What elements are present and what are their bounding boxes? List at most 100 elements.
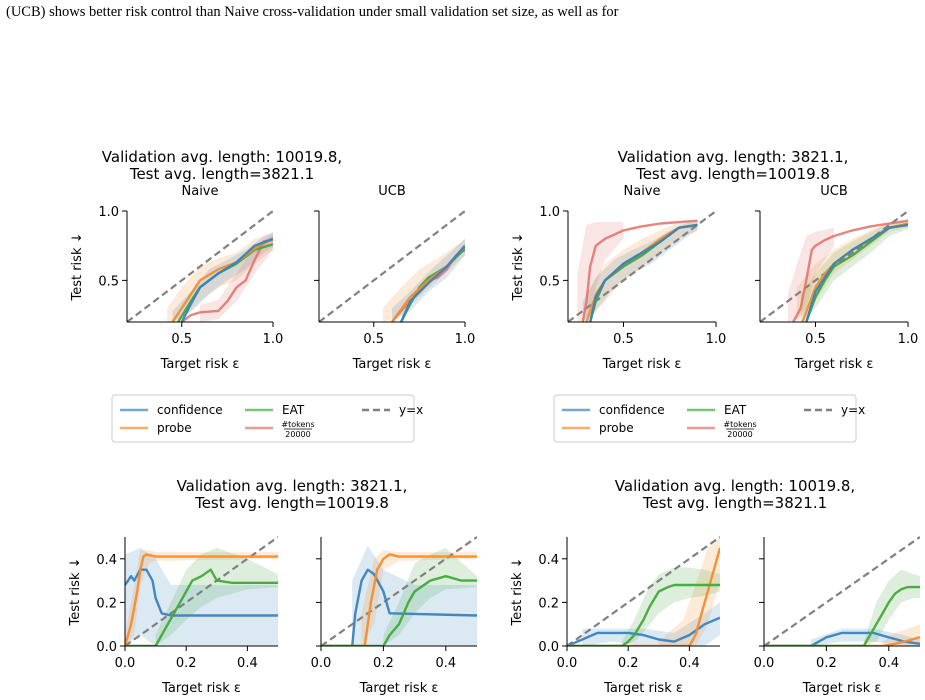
y-axis-label: Test risk ↓ bbox=[68, 557, 83, 626]
diagonal-yx-line bbox=[127, 210, 273, 322]
legend-frame bbox=[553, 394, 857, 443]
legend-label-eat: EAT bbox=[724, 403, 747, 417]
plot-area bbox=[764, 536, 920, 646]
chart-title-line-1: Validation avg. length: 10019.8, bbox=[615, 477, 855, 495]
band-eat bbox=[800, 220, 908, 322]
x-tick-label: 0.4 bbox=[679, 656, 700, 671]
series-line-eat bbox=[567, 583, 720, 646]
chart-title-line-1: Validation avg. length: 3821.1, bbox=[618, 148, 849, 166]
legend-label-yx: y=x bbox=[399, 403, 423, 417]
y-tick-label: 0.2 bbox=[538, 596, 559, 611]
x-tick-label: 1.0 bbox=[455, 332, 476, 347]
legend-label-eat: EAT bbox=[282, 403, 305, 417]
chart-title-line-1: Validation avg. length: 3821.1, bbox=[177, 477, 408, 495]
x-axis-label: Target risk ε bbox=[352, 357, 432, 372]
y-tick-label: 1.0 bbox=[539, 205, 560, 220]
x-tick-label: 0.2 bbox=[176, 656, 197, 671]
subplot-1-1: 0.5 1.0 0.5 1.0 Naive Target risk ε Test risk … bbox=[70, 184, 283, 372]
chart-group-4: Validation avg. length: 10019.8,Test avg… bbox=[510, 477, 920, 696]
band-confidence bbox=[352, 545, 477, 646]
subplot-4-2: 0.0 0.2 0.4 Target risk ε bbox=[754, 536, 920, 696]
subplot-4-1: 0.0 0.2 0.4 0.0 0.2 0.4 Target risk ε Test risk… bbox=[510, 536, 720, 696]
legend-label-yx: y=x bbox=[841, 403, 865, 417]
legend-label-probe: probe bbox=[599, 421, 634, 435]
x-tick-label: 0.0 bbox=[754, 656, 775, 671]
x-tick-label: 0.2 bbox=[373, 656, 394, 671]
band-probe bbox=[586, 220, 698, 322]
subplot-3-1: 0.0 0.2 0.4 0.0 0.2 0.4 Target risk ε Test risk… bbox=[68, 536, 278, 696]
y-axis-label: Test risk ↓ bbox=[510, 557, 525, 626]
y-tick-label: 0.4 bbox=[538, 553, 559, 568]
plot-area bbox=[567, 536, 720, 646]
band-confidence bbox=[125, 547, 278, 646]
chart-title-line-2: Test avg. length=3821.1 bbox=[129, 165, 314, 183]
band-probe bbox=[125, 550, 278, 646]
x-tick-label: 0.5 bbox=[363, 332, 384, 347]
diagonal-yx-line bbox=[764, 536, 920, 646]
y-tick-label: 0.5 bbox=[539, 274, 560, 289]
series-line-confidence bbox=[321, 568, 477, 646]
legend-label-confidence: confidence bbox=[599, 403, 665, 417]
x-tick-label: 0.0 bbox=[115, 656, 136, 671]
y-axis-label: Test risk ↓ bbox=[70, 232, 85, 301]
x-tick-label: 1.0 bbox=[898, 332, 919, 347]
legend-label-tokens-numerator: #tokens bbox=[723, 420, 756, 429]
series-line-probe bbox=[125, 553, 278, 646]
legend-label-confidence: confidence bbox=[157, 403, 223, 417]
series-line-confidence bbox=[400, 244, 465, 322]
y-axis-label: Test risk ↓ bbox=[511, 232, 526, 301]
x-axis-label: Target risk ε bbox=[602, 357, 682, 372]
x-tick-label: 0.2 bbox=[816, 656, 837, 671]
x-tick-label: 0.5 bbox=[171, 332, 192, 347]
series-line-eat bbox=[321, 575, 477, 646]
plot-area bbox=[127, 210, 273, 322]
x-tick-label: 0.5 bbox=[613, 332, 634, 347]
plot-area bbox=[319, 210, 465, 322]
x-tick-label: 0.5 bbox=[805, 332, 826, 347]
band-tokens bbox=[787, 227, 834, 322]
subplot-title: UCB bbox=[820, 184, 848, 199]
series-line-probe bbox=[171, 237, 273, 322]
legend-label-tokens-denominator: 20000 bbox=[285, 430, 310, 439]
band-tokens bbox=[200, 233, 273, 322]
chart-title-line-1: Validation avg. length: 10019.8, bbox=[102, 148, 342, 166]
diagonal-yx-line bbox=[321, 536, 477, 646]
diagonal-yx-line bbox=[567, 536, 720, 646]
y-tick-label: 0.0 bbox=[538, 640, 559, 655]
x-axis-label: Target risk ε bbox=[802, 681, 882, 696]
band-confidence bbox=[582, 602, 720, 646]
legend-label-tokens-denominator: 20000 bbox=[727, 430, 752, 439]
x-axis-label: Target risk ε bbox=[160, 357, 240, 372]
subplot-2-2: 0.5 1.0 UCB Target risk ε bbox=[755, 184, 918, 372]
y-tick-label: 0.0 bbox=[96, 640, 117, 655]
x-tick-label: 0.4 bbox=[435, 656, 456, 671]
band-eat bbox=[155, 547, 278, 646]
series-line-confidence bbox=[180, 237, 273, 322]
subplot-2-1: 0.5 1.0 0.5 1.0 Naive Target risk ε Test risk … bbox=[511, 184, 726, 372]
series-line-eat bbox=[764, 585, 920, 646]
diagonal-yx-line bbox=[568, 210, 716, 322]
series-line-tokens bbox=[581, 219, 698, 322]
band-probe bbox=[382, 238, 465, 322]
x-tick-label: 0.0 bbox=[557, 656, 578, 671]
band-tokens bbox=[577, 222, 624, 322]
caption-text: (UCB) shows better risk control than Nai… bbox=[6, 4, 619, 20]
series-line-confidence bbox=[764, 631, 920, 646]
series-line-probe bbox=[567, 547, 720, 646]
subplot-1-2: 0.5 1.0 UCB Target risk ε bbox=[314, 184, 475, 372]
y-tick-label: 0.2 bbox=[96, 596, 117, 611]
chart-group-1: Validation avg. length: 10019.8,Test avg… bbox=[70, 148, 475, 372]
plot-area bbox=[760, 210, 908, 322]
legend-label-tokens-numerator: #tokens bbox=[281, 420, 314, 429]
series-line-eat bbox=[125, 568, 278, 646]
chart-group-2: Validation avg. length: 3821.1,Test avg.… bbox=[511, 148, 918, 372]
subplot-title: Naive bbox=[624, 184, 661, 199]
subplot-3-2: 0.0 0.2 0.4 Target risk ε bbox=[311, 536, 477, 696]
x-tick-label: 0.4 bbox=[237, 656, 258, 671]
series-line-confidence bbox=[125, 568, 278, 617]
series-line-probe bbox=[764, 636, 920, 646]
band-probe bbox=[797, 220, 908, 322]
x-tick-label: 0.0 bbox=[311, 656, 332, 671]
